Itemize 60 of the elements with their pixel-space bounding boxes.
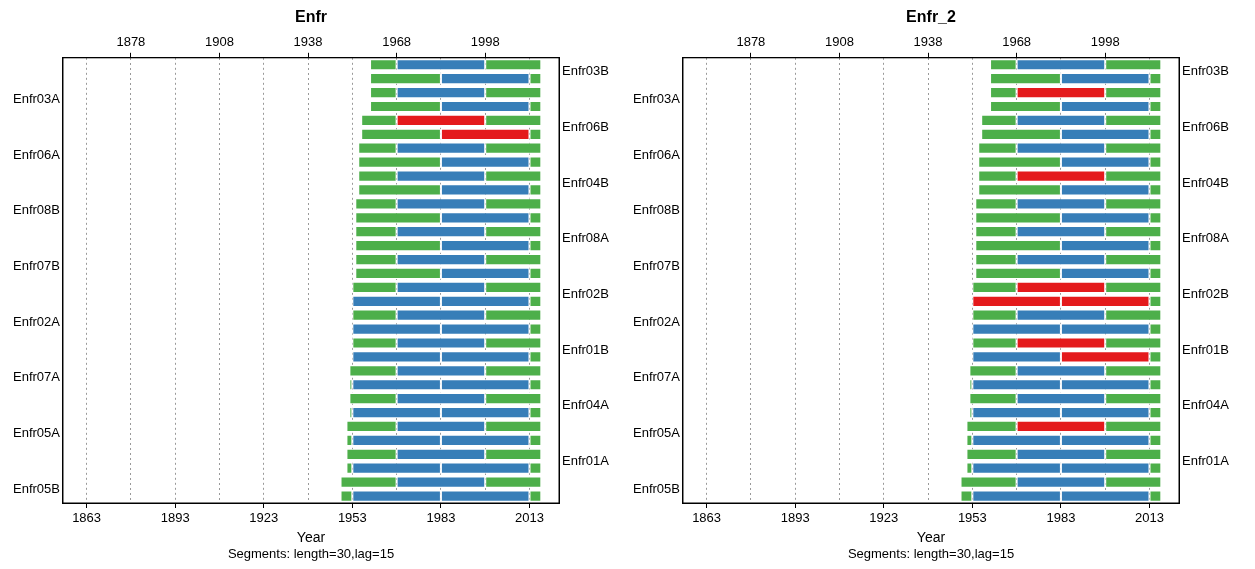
y-tick-label: Enfr04A: [1182, 397, 1230, 413]
x2-tick-label: 1998: [1090, 33, 1120, 49]
x2-tick-label: 1968: [1002, 33, 1032, 49]
text: Segments: length=30,lag=15: [227, 545, 395, 561]
x-tick-label: 2013: [515, 510, 544, 526]
y-tick-label: Enfr08B: [12, 202, 60, 218]
y-tick-label: Enfr05A: [632, 425, 681, 441]
y-tick-label: Enfr02A: [632, 313, 681, 329]
y-tick-label: Enfr01B: [1182, 341, 1230, 357]
y-tick-label: Enfr06A: [12, 146, 61, 162]
x-axis-title: Year: [916, 528, 946, 545]
x-tick-label: 1983: [1046, 510, 1076, 526]
y-tick-label: Enfr08A: [1182, 230, 1230, 246]
y-tick-label: Enfr04B: [562, 174, 610, 190]
x-tick-label: 1893: [780, 510, 810, 526]
x-tick-label: 2013: [1135, 510, 1164, 526]
y-tick-label: Enfr07A: [632, 369, 681, 385]
y-tick-label: Enfr03B: [562, 63, 610, 79]
x-tick-label: 1983: [426, 510, 456, 526]
y-tick-label: Enfr01A: [562, 452, 610, 468]
y-tick-label: Enfr04B: [1182, 174, 1230, 190]
y-tick-label: Enfr03A: [12, 91, 61, 107]
x-tick-label: 1953: [957, 510, 987, 526]
y-tick-label: Enfr01B: [562, 341, 610, 357]
text: Segments: length=30,lag=15: [847, 545, 1015, 561]
y-tick-label: Enfr05A: [12, 425, 61, 441]
x-tick-label: 1863: [692, 510, 722, 526]
y-tick-label: Enfr02B: [1182, 285, 1230, 301]
y-tick-label: Enfr05B: [632, 480, 680, 496]
x2-tick-label: 1968: [382, 33, 412, 49]
x-tick-label: 1863: [72, 510, 102, 526]
y-tick-label: Enfr01A: [1182, 452, 1230, 468]
y-tick-label: Enfr05B: [12, 480, 60, 496]
x2-tick-label: 1878: [736, 33, 766, 49]
y-tick-label: Enfr08B: [632, 202, 680, 218]
y-tick-label: Enfr02B: [562, 285, 610, 301]
y-tick-label: Enfr02A: [12, 313, 61, 329]
y-tick-label: Enfr03B: [1182, 63, 1230, 79]
y-tick-label: Enfr07A: [12, 369, 61, 385]
x2-tick-label: 1908: [205, 33, 234, 49]
y-tick-label: Enfr07B: [632, 258, 680, 274]
x-tick-label: 1893: [160, 510, 190, 526]
y-tick-label: Enfr03A: [632, 91, 681, 107]
y-tick-label: Enfr04A: [562, 397, 610, 413]
x-tick-label: 1923: [249, 510, 279, 526]
chart-title: Enfr_2: [906, 8, 956, 26]
x2-tick-label: 1938: [913, 33, 943, 49]
x-tick-label: 1923: [869, 510, 899, 526]
y-tick-label: Enfr06B: [562, 118, 610, 134]
y-tick-label: Enfr06B: [1182, 118, 1230, 134]
y-tick-label: Enfr06A: [632, 146, 681, 162]
x-axis-title: Year: [296, 528, 326, 545]
y-tick-label: Enfr07B: [12, 258, 60, 274]
x-tick-label: 1953: [337, 510, 367, 526]
y-tick-label: Enfr08A: [562, 230, 610, 246]
x2-tick-label: 1908: [825, 33, 854, 49]
x2-tick-label: 1878: [116, 33, 146, 49]
x2-tick-label: 1938: [293, 33, 323, 49]
x2-tick-label: 1998: [470, 33, 500, 49]
chart-title: Enfr: [295, 8, 327, 26]
